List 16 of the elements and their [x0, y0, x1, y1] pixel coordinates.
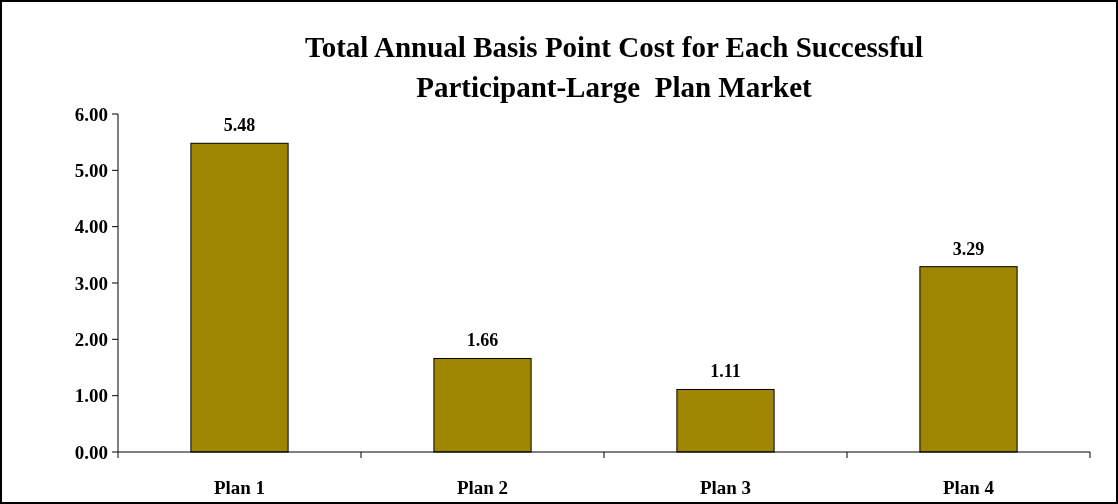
y-tick-label: 3.00: [74, 272, 108, 294]
data-label: 1.11: [710, 361, 741, 382]
y-tick-label: 0.00: [74, 441, 108, 463]
data-label: 5.48: [223, 115, 256, 136]
x-tick-label: Plan 3: [699, 477, 752, 498]
y-tick-label: 1.00: [74, 385, 108, 407]
x-tick-label: Plan 4: [942, 477, 995, 498]
y-tick-label: 2.00: [74, 328, 108, 350]
x-tick-label: Plan 1: [213, 477, 266, 498]
x-tick-label: Plan 2: [456, 477, 509, 498]
data-label: 1.66: [466, 330, 499, 351]
y-tick-label: 6.00: [74, 103, 108, 125]
y-tick-label: 5.00: [74, 159, 108, 181]
y-tick-label: 4.00: [74, 216, 108, 238]
data-label: 3.29: [952, 238, 985, 259]
chart-title: Total Annual Basis Point Cost for Each Successful Participant-Large Plan Market: [305, 31, 923, 103]
